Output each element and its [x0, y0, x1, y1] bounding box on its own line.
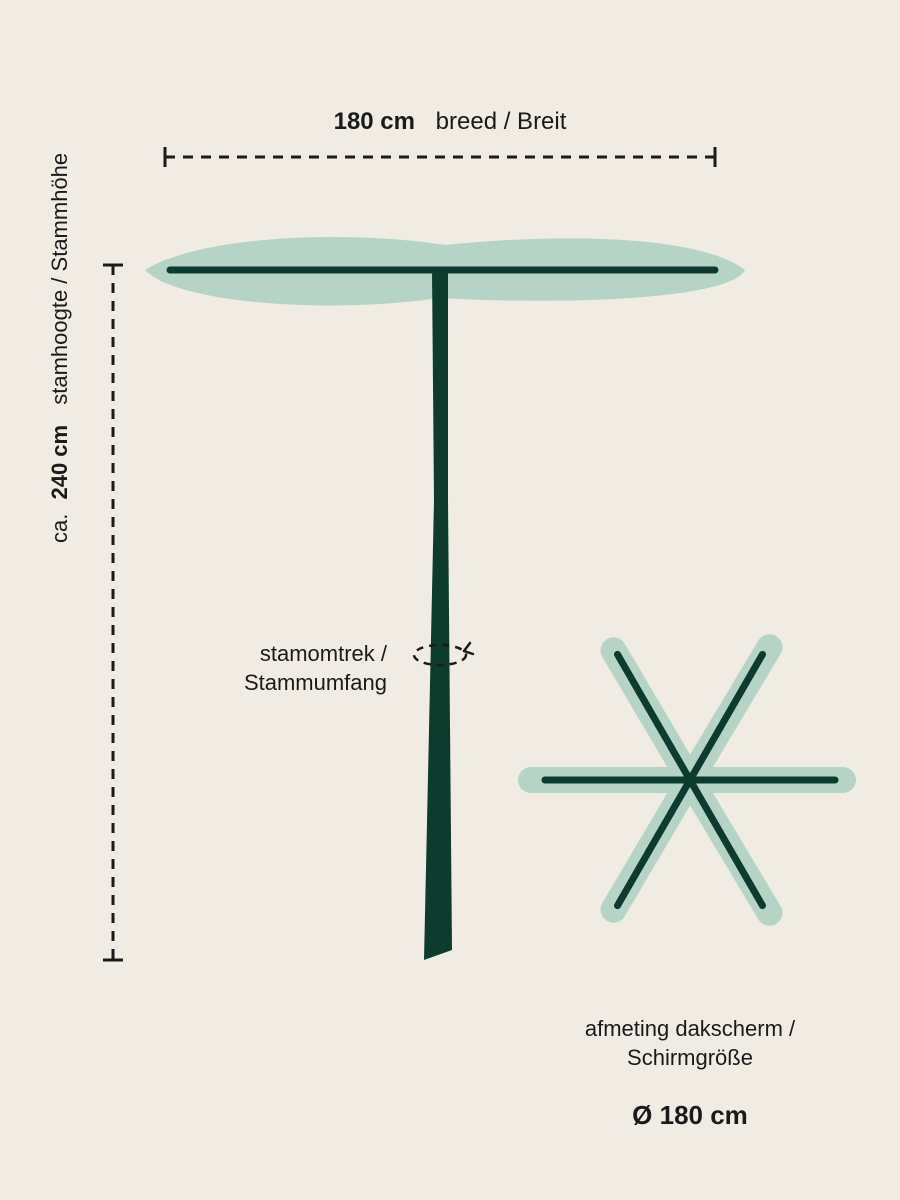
topview-line1: afmeting dakscherm / — [585, 1016, 795, 1041]
width-value: 180 cm — [334, 108, 415, 135]
girth-line2: Stammumfang — [244, 670, 387, 695]
height-caption: stamhoogte / Stammhöhe — [47, 153, 72, 405]
topview-line2: Schirmgröße — [627, 1045, 753, 1070]
girth-label: stamomtrek / Stammumfang — [207, 640, 387, 697]
height-prefix: ca. — [47, 514, 72, 543]
girth-line1: stamomtrek / — [260, 641, 387, 666]
height-label: ca. 240 cm stamhoogte / Stammhöhe — [47, 153, 73, 543]
width-label: 180 cm breed / Breit — [0, 108, 900, 136]
height-value: 240 cm — [47, 425, 72, 500]
diameter-label: Ø 180 cm — [530, 1100, 850, 1131]
diagram-canvas: 180 cm breed / Breit ca. 240 cm stamhoog… — [0, 0, 900, 1200]
width-caption: breed / Breit — [436, 108, 567, 135]
topview-label: afmeting dakscherm / Schirmgröße — [530, 1015, 850, 1072]
diameter-value: Ø 180 cm — [632, 1100, 748, 1130]
